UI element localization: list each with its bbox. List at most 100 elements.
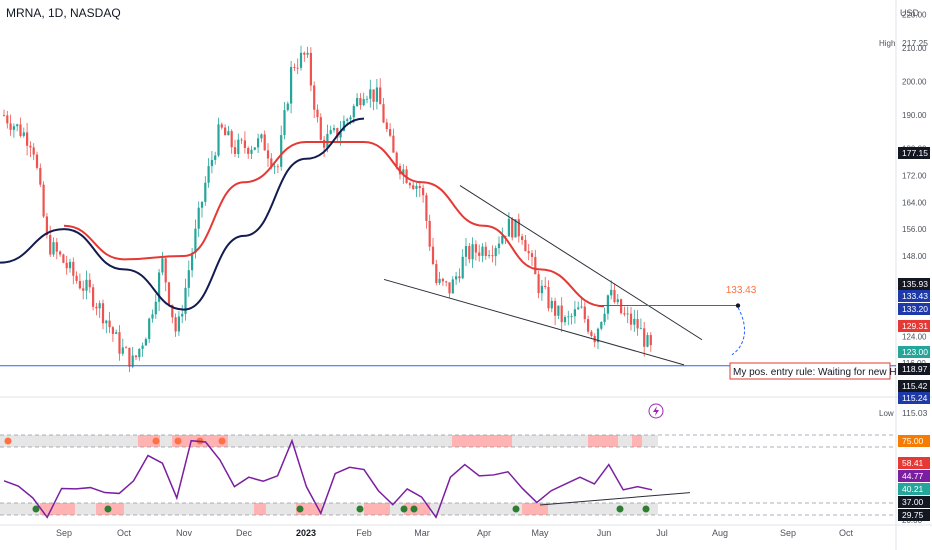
candle-body: [464, 246, 468, 257]
candle-body: [105, 320, 108, 324]
candle-body: [389, 129, 392, 136]
time-axis-label-12: Sep: [780, 528, 796, 538]
candle-body: [639, 328, 642, 330]
candle-body: [375, 87, 378, 102]
price-tick-3: 190.00: [902, 111, 927, 120]
candle-body: [253, 147, 256, 150]
rsi-os-dot-5: [410, 505, 418, 513]
candle-body: [610, 289, 613, 296]
candle-body: [52, 242, 55, 255]
price-tick-8: 148.00: [902, 252, 927, 261]
rsi-os-dot-4: [400, 505, 408, 513]
price-label-bg-5: [898, 320, 930, 332]
candle-body: [527, 251, 530, 254]
candle-body: [121, 347, 124, 354]
price-tag-low: Low: [879, 409, 894, 418]
candle-body: [596, 328, 600, 343]
candle-body: [250, 149, 253, 154]
candle-body: [217, 124, 220, 156]
price-label-bg-4: [898, 303, 930, 315]
candle-body: [563, 317, 567, 323]
rsi-os-dot-8: [642, 505, 650, 513]
rsi-os-dot-7: [616, 505, 624, 513]
rsi-label-3: 40.21: [902, 484, 924, 494]
price-label-bg-6: [898, 346, 930, 358]
rsi-os-dot-1: [104, 505, 112, 513]
candle-body: [554, 300, 557, 316]
candle-body: [266, 150, 270, 159]
candle-body: [517, 219, 520, 237]
candle-body: [603, 313, 606, 323]
candle-body: [59, 251, 62, 255]
candle-body: [35, 154, 39, 168]
candle-body: [448, 282, 451, 294]
time-axis-label-8: May: [531, 528, 549, 538]
candle-body: [293, 66, 296, 68]
price-label-bg-8: [898, 380, 930, 392]
candle-body: [276, 166, 279, 168]
candle-body: [573, 309, 576, 317]
candle-body: [346, 119, 349, 121]
candle-body: [379, 87, 382, 105]
currency-label[interactable]: USD: [900, 8, 920, 18]
candle-body: [72, 261, 75, 276]
candle-body: [194, 228, 197, 254]
price-label-bg-2: [898, 278, 930, 290]
candle-body: [101, 303, 105, 324]
candle-body: [451, 279, 454, 294]
candle-body: [134, 355, 138, 358]
rsi-label-bg-1: [898, 457, 930, 469]
candle-body: [590, 331, 593, 336]
price-label-0: 217.25: [902, 38, 928, 48]
rsi-top-band: [0, 435, 658, 447]
candle-body: [428, 220, 431, 247]
candle-body: [422, 188, 425, 196]
candle-body: [138, 348, 141, 358]
rsi-ob-zone-3: [588, 435, 618, 447]
rsi-trend-line: [539, 492, 691, 506]
projection-arc: [731, 307, 746, 356]
rsi-os-zone-3: [296, 503, 322, 515]
candle-body: [613, 289, 616, 303]
candle-body: [78, 280, 81, 289]
candle-body: [547, 287, 550, 309]
candle-body: [270, 158, 273, 167]
candle-body: [349, 117, 352, 120]
candle-body: [395, 152, 398, 167]
candle-body: [55, 242, 58, 252]
candle-body: [336, 128, 339, 138]
candle-body: [441, 278, 444, 282]
candle-body: [207, 166, 210, 183]
candle-body: [600, 322, 603, 329]
candle-body: [191, 253, 194, 271]
price-tick-5: 172.00: [902, 172, 927, 181]
candle-body: [507, 218, 510, 237]
candle-body: [511, 218, 514, 238]
candle-body: [161, 258, 164, 273]
candle-body: [577, 307, 580, 310]
rsi-label-bg-5: [898, 509, 930, 521]
candle-body: [488, 255, 491, 256]
time-axis-label-4: 2023: [296, 528, 316, 538]
candle-body: [230, 131, 233, 148]
candle-body: [494, 248, 497, 257]
candle-body: [415, 185, 418, 189]
candle-body: [544, 285, 547, 288]
entry-rule-text: My pos. entry rule: Waiting for new H: [733, 367, 897, 378]
candle-body: [369, 89, 372, 99]
candle-body: [65, 262, 68, 269]
candle-body: [530, 253, 534, 257]
candle-body: [111, 327, 114, 334]
price-label-10: 115.03: [902, 408, 928, 418]
candle-body: [362, 98, 365, 106]
candle-body: [260, 134, 263, 139]
candle-body: [521, 236, 524, 241]
candle-body: [240, 139, 243, 141]
candle-body: [164, 258, 167, 283]
candle-body: [365, 98, 369, 100]
price-label-1: 177.15: [902, 148, 928, 158]
price-tag-high: High: [879, 39, 895, 48]
symbol-title[interactable]: MRNA, 1D, NASDAQ: [6, 6, 121, 20]
candle-body: [154, 301, 157, 315]
